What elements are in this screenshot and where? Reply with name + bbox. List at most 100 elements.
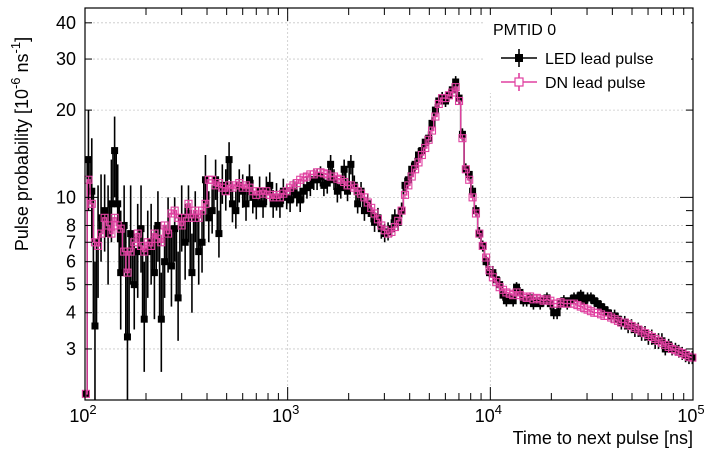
- led-data-point: [300, 187, 308, 195]
- y-tick-label: 30: [56, 49, 76, 69]
- y-axis-title-main: Pulse probability [10: [12, 89, 32, 251]
- x-tick-label: 104: [475, 402, 502, 426]
- x-tick-label-base: 10: [475, 406, 495, 426]
- led-data-point: [513, 283, 521, 291]
- y-tick-label: 8: [66, 215, 76, 235]
- led-data-point: [188, 269, 196, 277]
- led-data-point: [88, 187, 96, 195]
- led-data-point: [205, 214, 213, 222]
- led-data-point: [296, 196, 304, 204]
- y-axis-title-end: ]: [12, 37, 32, 42]
- led-data-point: [208, 207, 216, 215]
- led-data-point: [161, 258, 169, 266]
- legend: PMTID 0 LED lead pulse DN lead pulse: [485, 15, 691, 93]
- legend-entries: LED lead pulse DN lead pulse: [501, 49, 654, 92]
- led-data-point: [266, 181, 274, 189]
- legend-entry: DN lead pulse: [501, 73, 646, 92]
- y-tick-label: 10: [56, 187, 76, 207]
- led-data-point: [469, 187, 477, 195]
- legend-label: DN lead pulse: [545, 75, 646, 92]
- y-axis-title-exp1: -6: [8, 77, 23, 89]
- x-tick-label-base: 10: [677, 406, 697, 426]
- y-axis-title-exp2: -1: [8, 42, 23, 54]
- legend-marker: [515, 54, 523, 62]
- led-data-point: [114, 200, 122, 208]
- led-data-point: [340, 165, 348, 173]
- led-data-point: [174, 294, 182, 302]
- y-tick-label: 20: [56, 100, 76, 120]
- y-tick-label: 40: [56, 13, 76, 33]
- legend-label: LED lead pulse: [545, 51, 654, 68]
- led-data-point: [228, 200, 236, 208]
- x-tick-label-exp: 2: [89, 402, 96, 417]
- led-data-point: [107, 200, 115, 208]
- led-data-point: [323, 179, 331, 187]
- led-data-point: [333, 187, 341, 195]
- led-data-point: [431, 106, 439, 114]
- led-data-point: [577, 291, 585, 299]
- legend-marker: [514, 77, 524, 87]
- x-tick-label-base: 10: [69, 406, 89, 426]
- led-data-point: [327, 160, 335, 168]
- tick-marks: [84, 8, 694, 401]
- y-axis-title: Pulse probability [10-6 ns-1]: [8, 37, 32, 251]
- led-data-point: [101, 207, 109, 215]
- legend-entry: LED lead pulse: [501, 49, 654, 68]
- led-data-point: [347, 160, 355, 168]
- led-data-point: [140, 315, 148, 323]
- y-tick-label: 6: [66, 252, 76, 272]
- led-data-point: [245, 176, 253, 184]
- x-tick-label: 102: [69, 402, 96, 426]
- led-data-point: [337, 184, 345, 192]
- led-data-point: [137, 225, 145, 233]
- led-data-point: [184, 209, 192, 217]
- led-data-point: [195, 248, 203, 256]
- led-data-point: [276, 200, 284, 208]
- led-data-point: [157, 315, 165, 323]
- led-data-point: [127, 230, 135, 238]
- x-tick-label-exp: 5: [697, 402, 704, 417]
- led-data-point: [91, 322, 99, 330]
- led-data-point: [198, 238, 206, 246]
- x-tick-label: 105: [677, 402, 704, 426]
- led-data-point: [293, 191, 301, 199]
- series-layer: [81, 76, 697, 400]
- led-data-point: [482, 258, 490, 266]
- led-data-point: [117, 269, 125, 277]
- led-data-point: [242, 200, 250, 208]
- led-data-point: [354, 200, 362, 208]
- led-data-point: [306, 181, 314, 189]
- led-data-point: [111, 147, 119, 155]
- led-data-point: [428, 119, 436, 127]
- x-tick-label-exp: 4: [495, 402, 502, 417]
- led-data-point: [167, 262, 175, 270]
- x-tick-label-exp: 3: [292, 402, 299, 417]
- led-data-point: [232, 207, 240, 215]
- led-data-point: [252, 200, 260, 208]
- led-data-point: [360, 207, 368, 215]
- plot-frame: [84, 7, 694, 401]
- x-tick-label: 103: [272, 402, 299, 426]
- led-data-point: [259, 200, 267, 208]
- led-data-point: [509, 297, 517, 305]
- x-axis-title: Time to next pulse [ns]: [513, 428, 693, 448]
- dn-series: [81, 83, 697, 398]
- grid-layer: [85, 8, 693, 400]
- led-data-point: [123, 333, 131, 341]
- x-tick-label-base: 10: [272, 406, 292, 426]
- led-data-point: [225, 156, 233, 164]
- led-data-point: [130, 281, 138, 289]
- y-tick-label: 3: [66, 339, 76, 359]
- led-data-point: [344, 187, 352, 195]
- led-data-point: [553, 309, 561, 317]
- led-data-point: [452, 78, 460, 86]
- y-tick-label: 5: [66, 275, 76, 295]
- led-data-point: [215, 230, 223, 238]
- y-tick-label: 4: [66, 303, 76, 323]
- led-data-point: [84, 156, 92, 164]
- led-data-point: [150, 269, 158, 277]
- led-data-point: [171, 225, 179, 233]
- y-tick-label: 7: [66, 232, 76, 252]
- led-data-point: [181, 238, 189, 246]
